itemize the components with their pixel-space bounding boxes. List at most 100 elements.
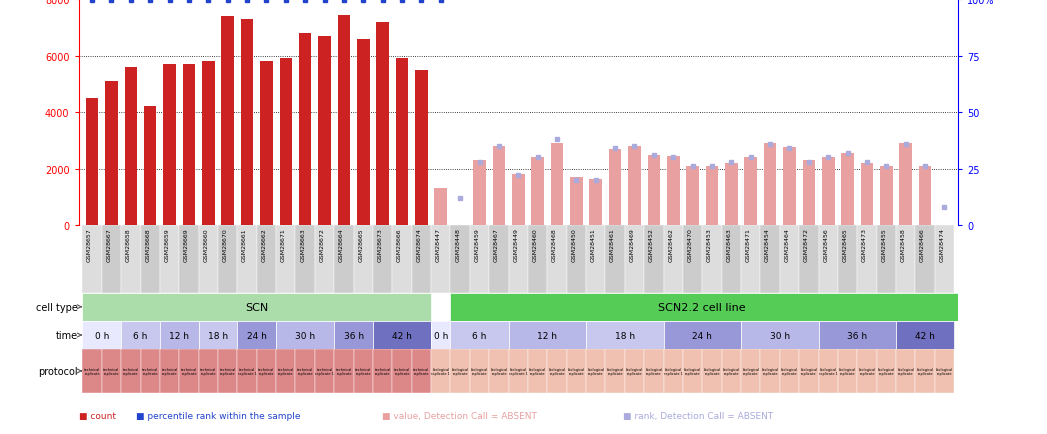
Text: GSM28668: GSM28668 <box>146 228 150 261</box>
Text: protocol: protocol <box>39 366 79 376</box>
Bar <box>373 226 393 293</box>
Bar <box>121 349 140 393</box>
Bar <box>450 226 470 293</box>
Text: GSM28450: GSM28450 <box>572 228 577 261</box>
Text: GSM28452: GSM28452 <box>649 228 654 262</box>
Bar <box>783 148 796 226</box>
Text: biological
replicate: biological replicate <box>684 367 701 375</box>
Bar <box>915 226 935 293</box>
Text: SCN2.2 cell line: SCN2.2 cell line <box>659 302 747 312</box>
Text: 12 h: 12 h <box>170 331 190 340</box>
Bar <box>450 349 470 393</box>
Text: biological
replicate: biological replicate <box>490 367 508 375</box>
Text: biological
replicate: biological replicate <box>742 367 759 375</box>
Bar <box>608 149 622 226</box>
Bar <box>509 349 528 393</box>
Bar <box>257 349 276 393</box>
Text: biological
replicate: biological replicate <box>877 367 895 375</box>
Bar <box>721 349 741 393</box>
Bar <box>83 226 102 293</box>
Bar <box>586 321 664 349</box>
Text: technical
replicate: technical replicate <box>355 367 372 375</box>
Bar <box>221 17 233 226</box>
Text: GSM28665: GSM28665 <box>358 228 363 261</box>
Bar <box>431 349 450 393</box>
Text: technical
replicate: technical replicate <box>181 367 197 375</box>
Bar <box>664 321 741 349</box>
Bar <box>396 59 408 226</box>
Bar <box>121 226 140 293</box>
Text: biological
replicate: biological replicate <box>606 367 624 375</box>
Text: GSM28671: GSM28671 <box>281 228 286 261</box>
Bar <box>276 349 295 393</box>
Text: GSM28470: GSM28470 <box>688 228 693 262</box>
Text: biological
replicate: biological replicate <box>916 367 934 375</box>
Bar <box>780 226 799 293</box>
Bar <box>315 349 334 393</box>
Text: GSM28472: GSM28472 <box>804 228 809 262</box>
Text: 36 h: 36 h <box>343 331 363 340</box>
Text: technical
replicate: technical replicate <box>104 367 119 375</box>
Bar <box>83 293 431 321</box>
Bar <box>551 144 563 226</box>
Text: biological
replicate 1: biological replicate 1 <box>509 367 528 375</box>
Bar <box>334 321 373 349</box>
Bar <box>531 158 544 226</box>
Bar <box>819 321 896 349</box>
Bar <box>799 226 819 293</box>
Bar <box>163 65 176 226</box>
Text: GSM28661: GSM28661 <box>242 228 247 261</box>
Bar <box>760 226 780 293</box>
Text: GSM28662: GSM28662 <box>262 228 266 261</box>
Bar <box>376 23 388 226</box>
Text: GSM28465: GSM28465 <box>843 228 848 261</box>
Bar <box>566 349 586 393</box>
Text: technical
replicate: technical replicate <box>84 367 101 375</box>
Bar <box>492 147 506 226</box>
Bar <box>143 107 156 226</box>
Text: biological
replicate 1: biological replicate 1 <box>664 367 683 375</box>
Text: 24 h: 24 h <box>247 331 267 340</box>
Text: GSM28464: GSM28464 <box>784 228 789 262</box>
Bar <box>83 349 102 393</box>
Bar <box>295 349 315 393</box>
Text: technical
replicate: technical replicate <box>200 367 217 375</box>
Bar <box>373 349 393 393</box>
Text: GSM28670: GSM28670 <box>223 228 227 261</box>
Text: technical
replicate: technical replicate <box>161 367 178 375</box>
Text: GSM28467: GSM28467 <box>494 228 498 262</box>
Text: GSM28468: GSM28468 <box>552 228 557 261</box>
Bar <box>896 226 915 293</box>
Bar <box>667 157 680 226</box>
Text: 0 h: 0 h <box>94 331 109 340</box>
Bar <box>764 144 777 226</box>
Bar <box>683 226 703 293</box>
Text: GSM28469: GSM28469 <box>629 228 634 262</box>
Text: technical
replicate 1: technical replicate 1 <box>238 367 257 375</box>
Text: GSM28674: GSM28674 <box>417 228 421 262</box>
Bar <box>199 321 238 349</box>
Text: 36 h: 36 h <box>847 331 867 340</box>
Bar <box>257 226 276 293</box>
Text: technical
replicate: technical replicate <box>277 367 294 375</box>
Bar <box>687 166 699 226</box>
Bar <box>703 226 721 293</box>
Bar <box>648 155 661 226</box>
Text: GSM28664: GSM28664 <box>339 228 343 261</box>
Bar <box>819 349 838 393</box>
Bar <box>295 226 315 293</box>
Text: biological
replicate: biological replicate <box>839 367 856 375</box>
Bar <box>160 321 199 349</box>
Bar <box>589 179 602 226</box>
Bar <box>470 226 489 293</box>
Bar <box>822 158 834 226</box>
Text: technical
replicate: technical replicate <box>220 367 236 375</box>
Bar <box>509 226 528 293</box>
Text: biological
replicate: biological replicate <box>471 367 488 375</box>
Text: GSM28460: GSM28460 <box>533 228 538 261</box>
Bar <box>357 39 370 226</box>
Text: GSM28466: GSM28466 <box>920 228 926 261</box>
Bar <box>628 147 641 226</box>
Bar <box>179 349 199 393</box>
Bar <box>431 321 450 349</box>
